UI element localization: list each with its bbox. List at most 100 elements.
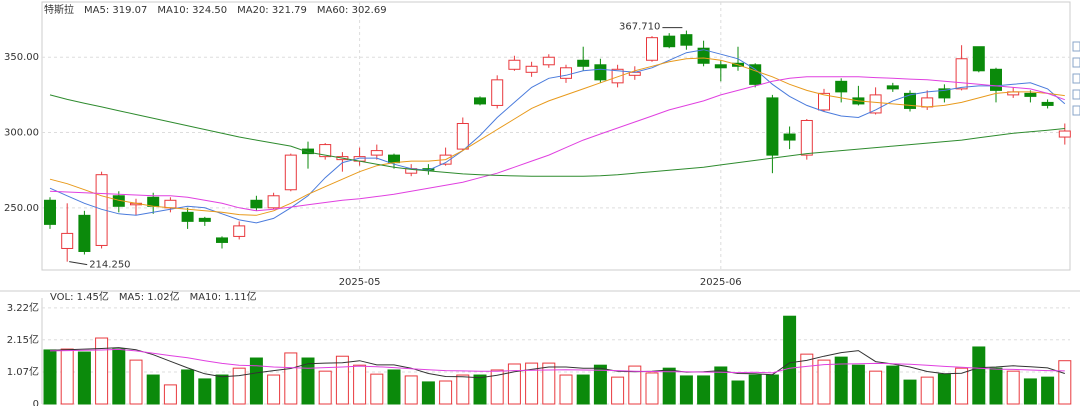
ma-line xyxy=(49,347,1065,379)
volume-bar xyxy=(697,375,711,405)
volume-bar xyxy=(593,364,607,405)
candle-body xyxy=(611,68,624,84)
volume-bar xyxy=(198,378,212,405)
candle-body xyxy=(800,119,813,156)
y-tick-label: 2.15亿 xyxy=(7,333,39,346)
volume-bar xyxy=(301,357,315,405)
candle-body xyxy=(560,67,572,79)
volume-bar xyxy=(181,369,195,405)
volume-bar xyxy=(421,381,435,405)
volume-bar xyxy=(129,359,143,405)
volume-bar xyxy=(662,367,676,405)
candle-body xyxy=(525,65,538,73)
candle-body xyxy=(577,59,590,67)
candle-body xyxy=(835,80,848,93)
candle-body xyxy=(78,214,91,252)
x-tick-label: 2025-06 xyxy=(700,277,742,288)
candle-body xyxy=(388,154,400,164)
candle-body xyxy=(938,88,951,99)
candle-body xyxy=(594,64,607,81)
volume-bar xyxy=(886,365,900,405)
candle-body xyxy=(233,225,246,237)
volume-bar xyxy=(611,376,625,405)
volume-bar xyxy=(232,367,246,405)
y-tick-label: 350.00 xyxy=(4,52,39,63)
volume-bar xyxy=(576,374,590,405)
candle-body xyxy=(921,97,934,108)
toolbar-icon[interactable] xyxy=(1072,89,1080,100)
candle-body xyxy=(869,94,882,114)
volume-bar xyxy=(335,355,349,405)
volume-bar xyxy=(95,337,109,405)
candle-body xyxy=(714,64,727,69)
legend-entry: MA10: 1.11亿 xyxy=(190,290,257,303)
annotation: 367.710 xyxy=(619,22,660,33)
legend-entry: MA5: 319.07 xyxy=(84,5,147,16)
volume-bar xyxy=(353,364,367,405)
volume-bar xyxy=(869,370,883,405)
annotation-arrow xyxy=(69,261,88,266)
volume-bar xyxy=(645,372,659,405)
candle-body xyxy=(697,47,710,64)
side-toolbar[interactable] xyxy=(1072,41,1080,116)
candle-body xyxy=(44,199,56,225)
volume-bar xyxy=(783,315,797,405)
candle-body xyxy=(181,211,194,222)
candle-body xyxy=(1041,101,1054,106)
volume-bar xyxy=(1058,360,1072,405)
volume-bar xyxy=(507,363,521,405)
ma-line xyxy=(49,94,1065,177)
candle-body xyxy=(164,199,177,209)
y-tick-label: 300.00 xyxy=(4,128,39,139)
candle-body xyxy=(680,34,693,46)
candle-body xyxy=(474,97,486,105)
volume-bar xyxy=(284,352,298,405)
volume-bar xyxy=(748,374,762,405)
volume-bar xyxy=(43,349,57,405)
volume-bar xyxy=(146,374,160,405)
candle-body xyxy=(990,68,1002,91)
legend-entry: MA60: 302.69 xyxy=(317,5,387,16)
candle-body xyxy=(1024,92,1037,97)
y-tick-label: 1.07亿 xyxy=(7,365,39,378)
candle-body xyxy=(904,92,916,109)
y-tick-label: 0 xyxy=(33,399,39,406)
candle-body xyxy=(198,217,211,222)
ma-line xyxy=(49,76,1065,212)
candle-body xyxy=(456,122,469,150)
candle-body xyxy=(491,79,504,106)
candle-body xyxy=(783,133,796,141)
candle-body xyxy=(663,35,676,48)
volume-bar xyxy=(163,384,177,405)
x-tick-label: 2025-05 xyxy=(339,277,381,288)
volume-bar xyxy=(731,380,745,405)
toolbar-icon[interactable] xyxy=(1072,41,1080,52)
volume-bar xyxy=(955,367,969,405)
volume-bar xyxy=(765,374,779,405)
legend-entry: VOL: 1.45亿 xyxy=(50,290,109,303)
ma-line xyxy=(49,57,1065,216)
candle-body xyxy=(95,174,108,246)
candle-body xyxy=(972,46,985,72)
volume-bar xyxy=(628,365,642,405)
chart-title: 特斯拉 xyxy=(44,3,74,16)
toolbar-icon[interactable] xyxy=(1072,73,1080,84)
volume-bar xyxy=(249,357,263,405)
price-frame xyxy=(41,1,1071,271)
candle-body xyxy=(542,56,555,66)
toolbar-icon[interactable] xyxy=(1072,57,1080,68)
legend-entry: MA20: 321.79 xyxy=(237,5,307,16)
volume-bar xyxy=(267,374,281,405)
toolbar-icon[interactable] xyxy=(1072,105,1080,116)
candle-body xyxy=(370,150,383,156)
volume-bar xyxy=(60,348,74,405)
legend-entry: MA5: 1.02亿 xyxy=(119,290,180,303)
volume-bar xyxy=(937,373,951,405)
candle-body xyxy=(955,58,968,90)
candle-body xyxy=(749,64,762,85)
volume-bar xyxy=(490,369,504,405)
volume-bar xyxy=(903,379,917,405)
volume-bar xyxy=(542,362,556,405)
volume-bar xyxy=(215,374,229,405)
